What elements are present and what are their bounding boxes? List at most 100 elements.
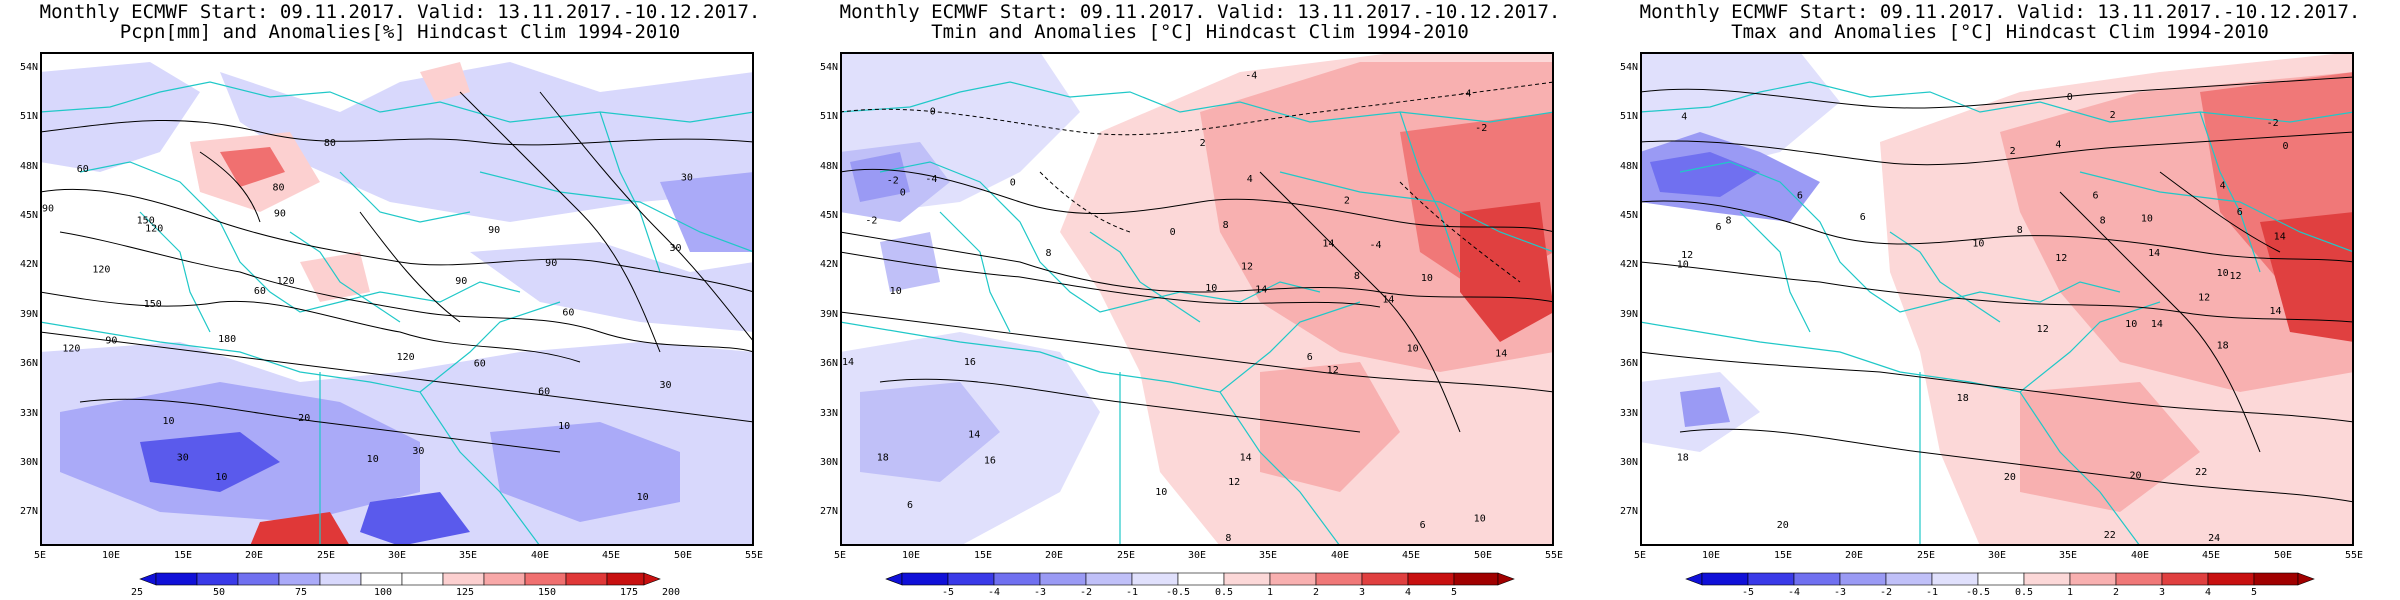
contour-label: 180 [218,334,236,345]
colorbar-label: -5 [1741,587,1755,598]
lon-label: 55E [744,550,764,561]
contour-label: 10 [2217,268,2229,279]
climatology-contours [1640,76,2354,503]
contour-label: 14 [842,357,854,368]
contour-label: -2 [1475,123,1487,134]
lat-label: 42N [819,259,838,270]
panel-tmin: Monthly ECMWF Start: 09.11.2017. Valid: … [800,0,1600,600]
lon-label: 35E [458,550,478,561]
lon-label: 15E [173,550,193,561]
lon-label: 40E [2130,550,2150,561]
colorbar-label: 2 [2112,587,2120,598]
precipitation-anomaly-map: 90 120 150 60 80 80 90 90 30 120 60 120 150 90 120 180 1… [40,52,754,546]
contour-label: 4 [1247,174,1253,185]
colorbar-label: -1 [1925,587,1939,598]
contour-label: 12 [2037,324,2049,335]
lon-label: 40E [530,550,550,561]
contour-label: 8 [1223,220,1229,231]
contour-label: 18 [2217,340,2229,351]
lat-label: 51N [819,111,838,122]
lon-label: 25E [1916,550,1936,561]
contour-label: 10 [558,421,570,432]
contour-label: 10 [1677,260,1689,271]
lat-label: 39N [19,309,38,320]
contour-label: 2 [1344,196,1350,207]
contour-label: 14 [2151,319,2163,330]
lon-label: 30E [387,550,407,561]
colorbar-label: 0.5 [2014,587,2034,598]
contour-label: 4 [2220,181,2226,192]
lat-label: 27N [819,506,838,517]
lat-label: 39N [1619,309,1638,320]
contour-label: -4 [1459,89,1471,100]
contour-value-labels: 9012015060808090903012060120150901201801… [42,138,693,503]
coastline-lines [840,81,1554,546]
colorbar [139,572,661,586]
lat-label: 33N [1619,408,1638,419]
contour-label: 6 [2092,191,2098,202]
contour-label: 10 [1155,487,1167,498]
contour-label: 8 [2100,215,2106,226]
colorbar-label: 125 [455,587,475,598]
colorbar-label: 5 [1450,587,1458,598]
contour-label: 8 [1045,248,1051,259]
colorbar-label: 5 [2250,587,2258,598]
contour-label: 10 [2141,214,2153,225]
contour-label: 60 [474,359,486,370]
lon-label: 15E [1773,550,1793,561]
contour-label: 90 [105,336,117,347]
colorbar-label: 4 [1404,587,1412,598]
colorbar-label: 200 [661,587,681,598]
contour-label: 90 [274,209,286,220]
colorbar-label: 25 [130,587,144,598]
contour-label: 0 [2067,92,2073,103]
lon-label: 10E [901,550,921,561]
contour-label: 14 [1322,238,1334,249]
colorbar-label: 2 [1312,587,1320,598]
lon-label: 45E [601,550,621,561]
contour-label: 0 [1010,177,1016,188]
lat-label: 48N [19,161,38,172]
colorbar-label: 3 [1358,587,1366,598]
contour-label: 2 [2010,146,2016,157]
contour-label: 150 [144,299,162,310]
positive-anomaly-fill [190,62,470,546]
lat-label: 54N [819,62,838,73]
contour-label: 0 [930,107,936,118]
lat-label: 30N [19,457,38,468]
contour-label: 10 [2125,319,2137,330]
contour-label: 0 [900,187,906,198]
lat-label: 27N [1619,506,1638,517]
colorbar [1685,572,2315,586]
contour-label: -2 [887,176,899,187]
lon-label: 5E [33,550,47,561]
contour-label: 120 [277,276,295,287]
colorbar-label: -3 [1833,587,1847,598]
lat-label: 30N [1619,457,1638,468]
contour-label: 8 [1354,271,1360,282]
contour-label: 30 [177,452,189,463]
contour-label: 14 [1495,349,1507,360]
contour-label: 10 [1407,344,1419,355]
contour-label: 2 [1200,138,1206,149]
colorbar [885,572,1515,586]
contour-label: 60 [562,308,574,319]
climatology-contours [40,91,754,453]
lon-label: 35E [1258,550,1278,561]
contour-label: 6 [1307,352,1313,363]
contour-label: 14 [2148,248,2160,259]
contour-label: 60 [254,286,266,297]
contour-label: 120 [145,224,163,235]
contour-label: 90 [455,276,467,287]
map-title-line-2: Tmax and Anomalies [°C] Hindcast Clim 19… [1731,21,2269,43]
colorbar-label: -5 [941,587,955,598]
lat-label: 36N [19,358,38,369]
lat-label: 30N [819,457,838,468]
contour-label: 2 [2110,110,2116,121]
contour-label: 0 [2282,141,2288,152]
strong-negative-anomaly-fill [850,152,910,202]
lon-label: 20E [1844,550,1864,561]
map-title-line-2: Pcpn[mm] and Anomalies[%] Hindcast Clim … [119,21,681,43]
